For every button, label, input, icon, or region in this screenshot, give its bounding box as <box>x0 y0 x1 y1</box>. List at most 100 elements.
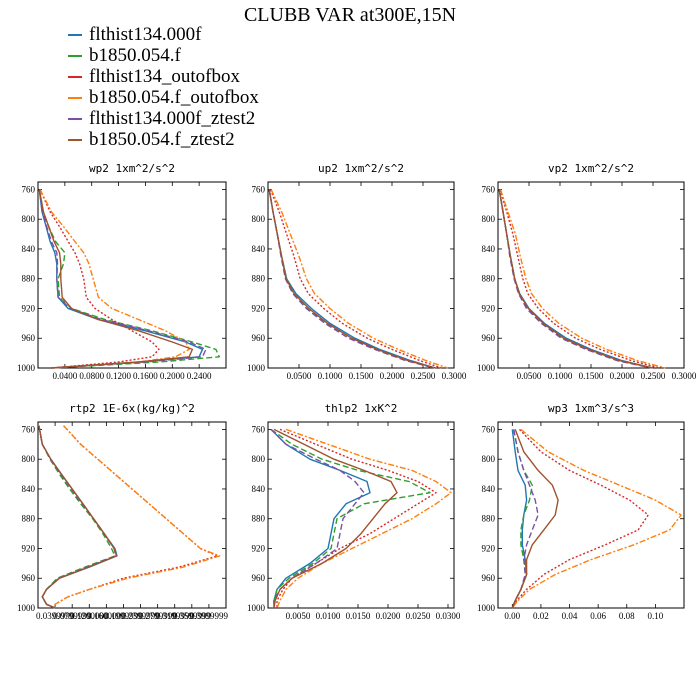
y-tick-label: 1000 <box>477 603 496 613</box>
series-line <box>268 189 436 369</box>
series-line <box>276 428 437 608</box>
series-line <box>273 428 398 609</box>
series-line <box>276 428 452 609</box>
legend-item: b1850.054.f_ztest2 <box>68 129 259 150</box>
series-line <box>511 428 682 609</box>
y-tick-label: 840 <box>252 244 266 254</box>
y-tick-label: 880 <box>22 274 36 284</box>
x-tick-label: 0.0100 <box>316 611 341 621</box>
legend-swatch <box>68 75 82 78</box>
x-tick-label: 0.0200 <box>376 611 401 621</box>
series-line <box>270 428 431 608</box>
x-tick-label: 0.0050 <box>286 611 311 621</box>
series-line <box>499 189 660 369</box>
legend-item: flthist134.000f_ztest2 <box>68 108 259 129</box>
panel-title: rtp2 1E-6x(kg/kg)^2 <box>69 402 195 415</box>
y-tick-label: 1000 <box>17 603 36 613</box>
x-tick-label: 0.00 <box>504 611 520 621</box>
series-line <box>38 189 194 369</box>
x-tick-label: 0.2000 <box>610 371 635 381</box>
legend-item: b1850.054.f_outofbox <box>68 87 259 108</box>
panel-title: wp2 1xm^2/s^2 <box>89 162 175 175</box>
x-tick-label: 0.3199999 <box>156 611 195 621</box>
legend-item: flthist134_outofbox <box>68 66 259 87</box>
series-line <box>54 425 219 608</box>
x-tick-label: 0.06 <box>590 611 606 621</box>
figure-title: CLUBB VAR at300E,15N <box>243 4 457 26</box>
y-tick-label: 960 <box>252 573 266 583</box>
series-line <box>511 429 559 609</box>
legend-label: b1850.054.f_ztest2 <box>89 129 235 150</box>
panel-title: thlp2 1xK^2 <box>325 402 398 415</box>
plot-frame <box>497 181 685 369</box>
y-tick-label: 1000 <box>17 363 36 373</box>
series-line <box>268 189 435 369</box>
x-tick-label: 0.3599999 <box>173 611 212 621</box>
y-tick-label: 920 <box>22 303 36 313</box>
y-tick-label: 920 <box>482 543 496 553</box>
legend-swatch <box>68 117 82 120</box>
series-line <box>38 189 204 369</box>
legend-label: flthist134.000f_ztest2 <box>89 108 256 129</box>
y-tick-label: 880 <box>482 514 496 524</box>
panel: up2 1xm^2/s^2 760 800 840 880 920 960 1000 0.050… <box>247 162 467 381</box>
series-line <box>270 189 449 369</box>
series-line <box>39 189 190 369</box>
x-tick-label: 0.2799999 <box>139 611 178 621</box>
y-tick-label: 880 <box>252 514 266 524</box>
series-line <box>268 189 436 369</box>
y-tick-label: 840 <box>482 484 496 494</box>
x-tick-label: 0.0800 <box>79 371 104 381</box>
y-tick-label: 960 <box>252 333 266 343</box>
x-tick-label: 0.0500 <box>287 371 312 381</box>
y-tick-label: 800 <box>252 454 266 464</box>
x-tick-label: 0.04 <box>562 611 578 621</box>
y-tick-label: 760 <box>482 424 496 434</box>
panel-title: up2 1xm^2/s^2 <box>318 162 404 175</box>
x-tick-label: 0.3999999 <box>190 611 229 621</box>
legend-swatch <box>68 138 82 141</box>
series-line <box>269 189 442 369</box>
x-tick-label: 0.0300 <box>436 611 461 621</box>
x-tick-label: 0.3000 <box>672 371 697 381</box>
y-tick-label: 880 <box>22 514 36 524</box>
x-tick-label: 0.1600 <box>133 371 158 381</box>
panel-title: wp3 1xm^3/s^3 <box>548 402 634 415</box>
series-line <box>54 425 221 608</box>
legend-item: b1850.054.f <box>68 45 259 66</box>
y-tick-label: 800 <box>22 454 36 464</box>
series-line <box>270 428 371 608</box>
panel: wp2 1xm^2/s^2 760 800 840 880 920 960 1000 0.040… <box>17 162 227 381</box>
legend-item: flthist134.000f <box>68 24 259 45</box>
series-line <box>499 189 666 369</box>
y-tick-label: 960 <box>482 333 496 343</box>
panel: thlp2 1xK^2 760 800 840 880 920 960 1000 0.0050 0… <box>247 402 461 621</box>
series-line <box>39 189 160 369</box>
y-tick-label: 920 <box>252 303 266 313</box>
series-line <box>38 425 116 609</box>
x-tick-label: 0.1200 <box>106 371 131 381</box>
x-tick-label: 0.0500 <box>517 371 542 381</box>
y-tick-label: 800 <box>482 214 496 224</box>
series-line <box>38 425 118 609</box>
series-line <box>268 189 436 369</box>
y-tick-label: 960 <box>22 333 36 343</box>
y-tick-label: 800 <box>482 454 496 464</box>
series-line <box>38 425 117 609</box>
x-tick-label: 0.10 <box>648 611 664 621</box>
legend-swatch <box>68 54 82 57</box>
x-tick-label: 0.2399999 <box>121 611 160 621</box>
y-tick-label: 840 <box>22 244 36 254</box>
plot-frame <box>37 181 227 369</box>
x-tick-label: 0.0799999 <box>53 611 92 621</box>
y-tick-label: 760 <box>252 184 266 194</box>
legend-swatch <box>68 96 82 99</box>
y-tick-label: 840 <box>252 484 266 494</box>
legend-label: b1850.054.f_outofbox <box>89 87 259 108</box>
series-line <box>38 425 118 609</box>
series-line <box>38 189 221 369</box>
y-tick-label: 1000 <box>247 603 266 613</box>
x-tick-label: 0.3000 <box>442 371 467 381</box>
x-tick-label: 0.1500 <box>349 371 374 381</box>
